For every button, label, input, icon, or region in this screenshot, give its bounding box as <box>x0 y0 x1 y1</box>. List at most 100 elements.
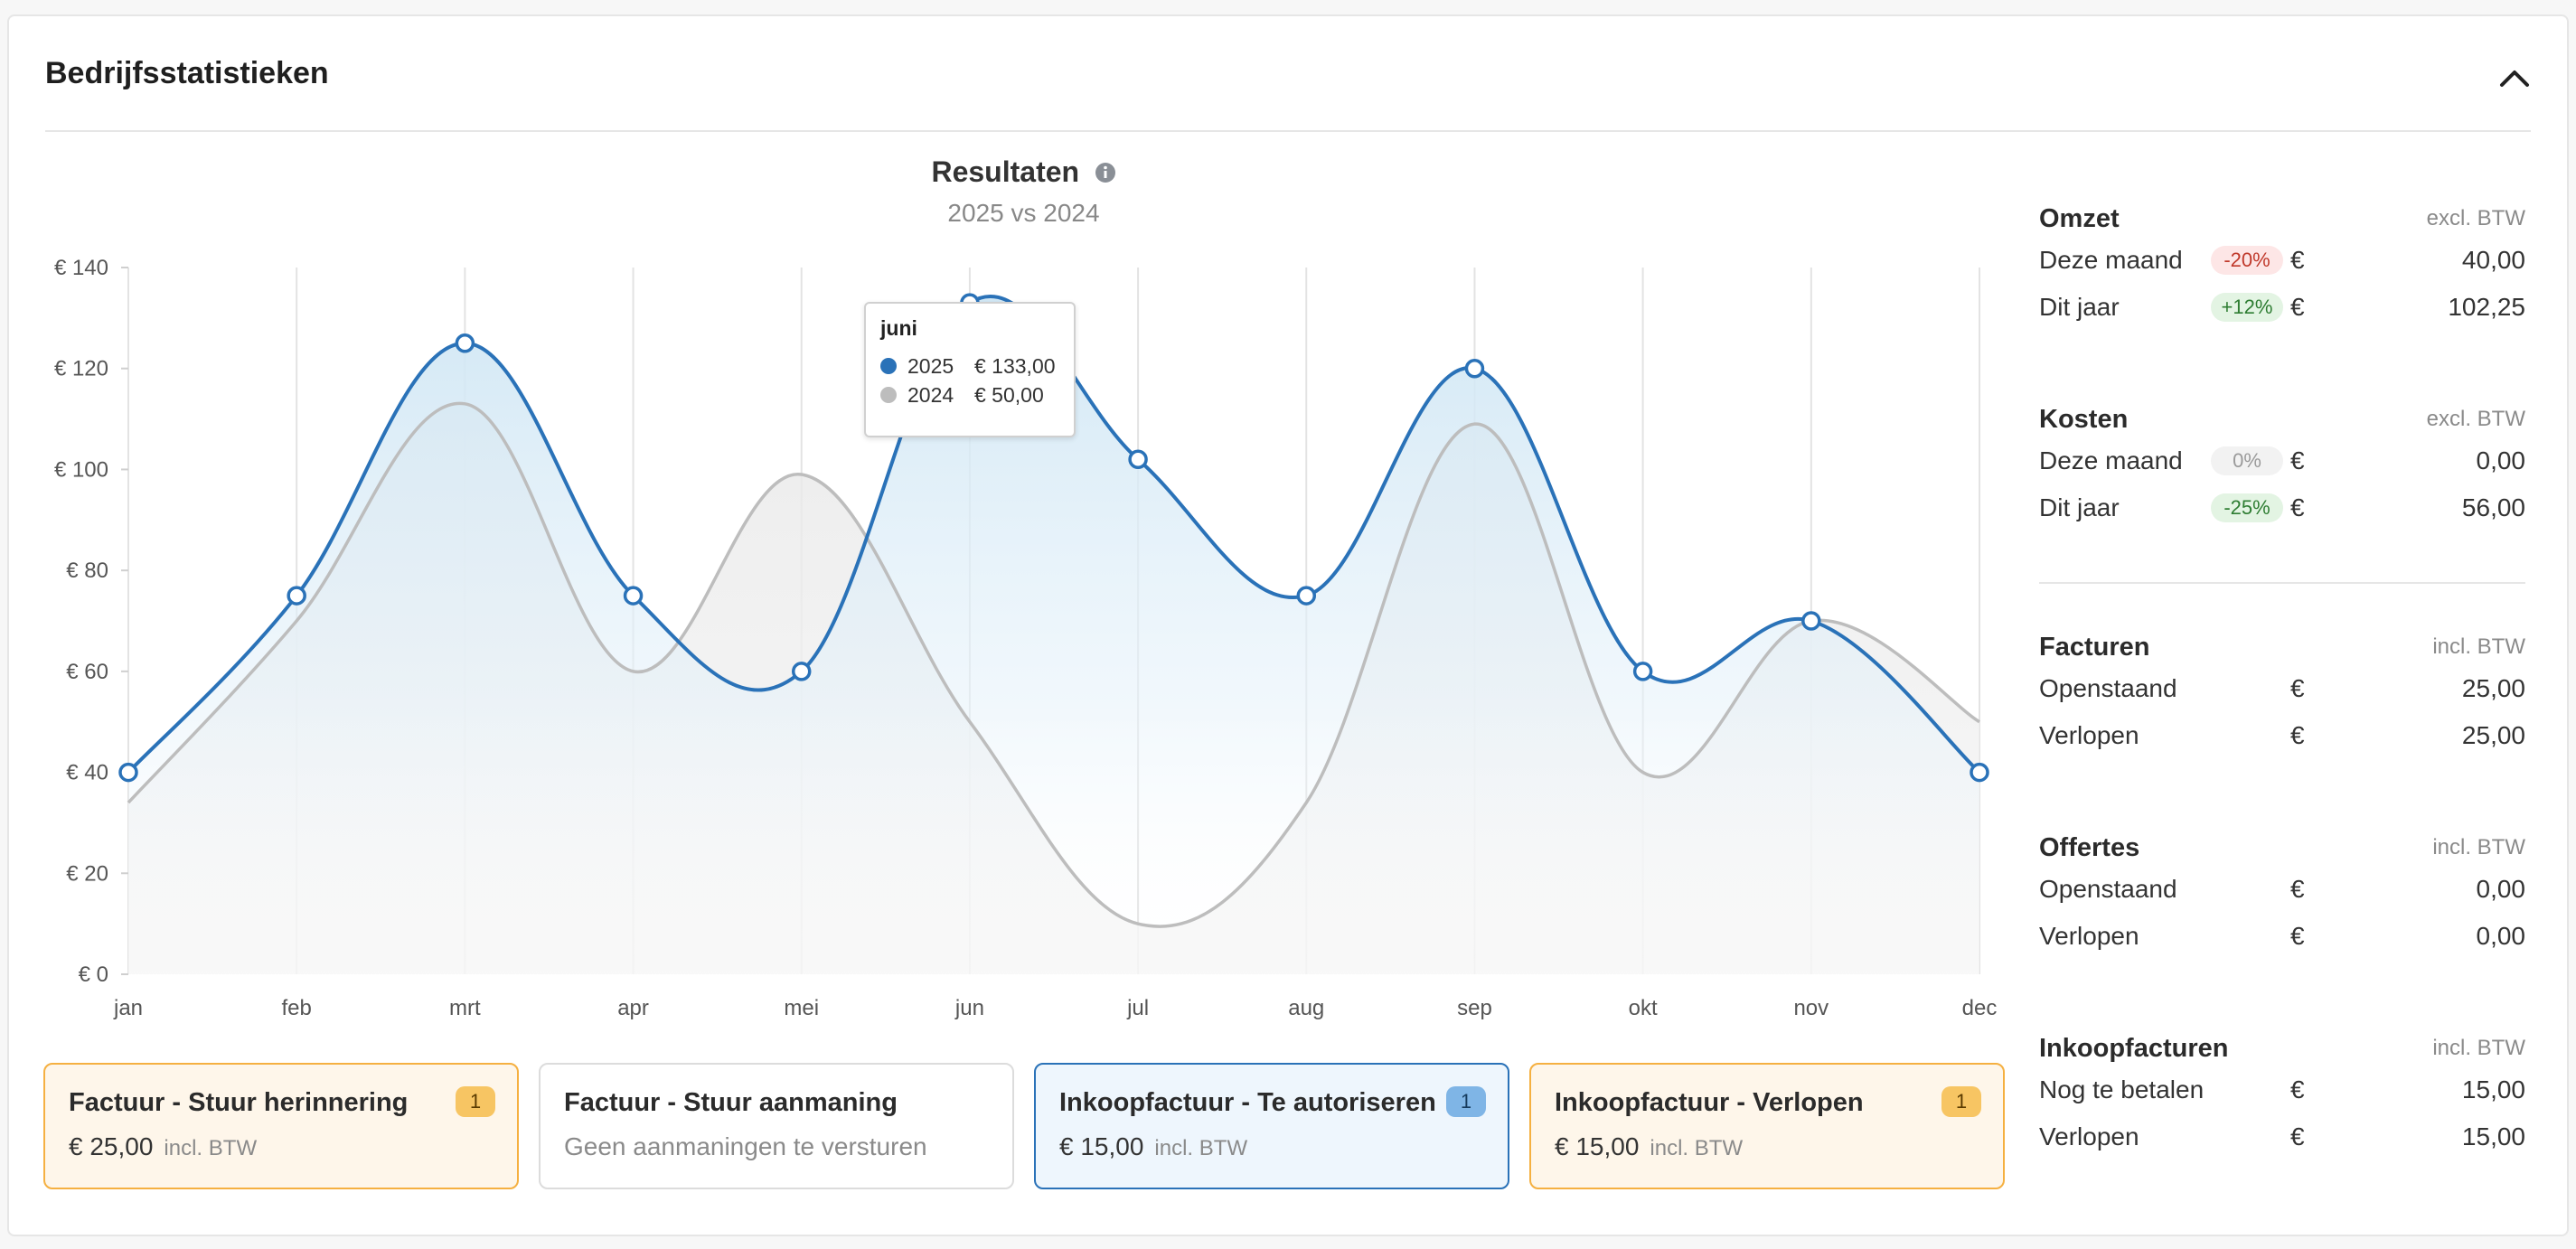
stat-value: 15,00 <box>2461 1075 2525 1103</box>
card-amount-row: € 15,00 incl. BTW <box>1059 1132 1484 1161</box>
stat-label: Deze maand <box>2039 246 2183 274</box>
stat-value: 102,25 <box>2448 293 2525 321</box>
count-badge: 1 <box>456 1086 495 1117</box>
currency-symbol: € <box>2290 875 2305 903</box>
data-point[interactable] <box>1801 611 1821 631</box>
tooltip-series: 2024 <box>907 382 954 407</box>
x-tick-label: nov <box>1793 996 1829 1020</box>
y-tick-label: € 100 <box>54 457 108 482</box>
data-point[interactable] <box>1970 762 1989 783</box>
card-text: Geen aanmaningen te versturen <box>564 1132 927 1160</box>
stat-note: excl. BTW <box>2426 407 2525 431</box>
stat-row: Nog te betalen € 15,00 <box>2039 1066 2525 1113</box>
series-line-2024 <box>127 401 1980 928</box>
currency-symbol: € <box>2290 493 2305 521</box>
stat-title: Omzet <box>2039 203 2120 233</box>
stat-section-inkoopfacturen: Inkoopfacturen incl. BTW Nog te betalen … <box>2039 1030 2525 1160</box>
data-point[interactable] <box>1464 358 1485 379</box>
stat-label: Dit jaar <box>2039 493 2120 521</box>
stat-value: 0,00 <box>2476 922 2526 950</box>
x-tick-label: apr <box>617 996 649 1020</box>
stat-section-facturen: Facturen incl. BTW Openstaand € 25,00 Ve… <box>2039 629 2525 759</box>
chart-title-row: Resultaten <box>0 155 2047 189</box>
collapse-button[interactable] <box>2491 60 2538 96</box>
chart-tooltip: juni 2025 € 133,00 2024 € 50,00 <box>864 302 1076 437</box>
stat-section-offertes: Offertes incl. BTW Openstaand € 0,00 Ver… <box>2039 830 2525 960</box>
y-tick-label: € 40 <box>66 761 108 785</box>
stat-row: Dit jaar -25% € 56,00 <box>2039 484 2525 531</box>
currency-symbol: € <box>2290 674 2305 702</box>
card-amount-row: € 15,00 incl. BTW <box>1555 1132 1979 1161</box>
stat-row: Deze maand -20% € 40,00 <box>2039 237 2525 284</box>
data-point[interactable] <box>791 662 812 681</box>
stat-value: 25,00 <box>2461 674 2525 702</box>
currency-symbol: € <box>2290 922 2305 950</box>
stat-note: incl. BTW <box>2432 835 2525 859</box>
stat-value: 0,00 <box>2476 446 2526 474</box>
x-tick-label: jul <box>1126 996 1149 1020</box>
card-amount: € 15,00 <box>1059 1132 1144 1160</box>
results-chart: jan feb mrt apr mei jun jul aug sep okt nov dec € 0 €… <box>54 256 1997 1020</box>
data-point[interactable] <box>287 586 306 606</box>
x-tick-label: feb <box>281 996 311 1020</box>
stat-label: Deze maand <box>2039 446 2183 474</box>
series-dot-icon <box>880 358 897 374</box>
change-badge: +12% <box>2211 293 2283 322</box>
card-send-reminder[interactable]: Factuur - Stuur herinnering € 25,00 incl.… <box>43 1063 519 1189</box>
card-authorize-purchase[interactable]: Inkoopfactuur - Te autoriseren € 15,00 in… <box>1034 1063 1509 1189</box>
x-tick-label: mei <box>784 996 819 1020</box>
y-tick-label: € 20 <box>66 861 108 886</box>
tooltip-row: 2024 € 50,00 <box>880 380 1059 409</box>
data-point[interactable] <box>118 762 138 783</box>
currency-symbol: € <box>2290 246 2305 274</box>
stat-value: 15,00 <box>2461 1122 2525 1150</box>
change-badge: 0% <box>2211 446 2283 475</box>
tooltip-series: 2025 <box>907 353 954 378</box>
card-title: Factuur - Stuur herinnering <box>69 1088 409 1117</box>
data-point[interactable] <box>1296 586 1317 606</box>
chevron-up-icon <box>2500 70 2529 87</box>
stat-value: 40,00 <box>2461 246 2525 274</box>
stat-label: Verlopen <box>2039 1122 2139 1150</box>
data-point[interactable] <box>455 333 475 353</box>
info-icon[interactable] <box>1095 162 1116 188</box>
tooltip-value: € 133,00 <box>974 353 1056 378</box>
stat-value: 0,00 <box>2476 875 2526 903</box>
y-tick-label: € 60 <box>66 660 108 684</box>
stat-row: Openstaand € 0,00 <box>2039 866 2525 913</box>
card-amount: € 15,00 <box>1555 1132 1640 1160</box>
tooltip-value: € 50,00 <box>974 382 1044 407</box>
header-divider <box>45 130 2531 132</box>
currency-symbol: € <box>2290 1122 2305 1150</box>
y-tick-label: € 140 <box>54 256 108 280</box>
currency-symbol: € <box>2290 1075 2305 1103</box>
card-title: Factuur - Stuur aanmaning <box>564 1088 898 1117</box>
stat-note: incl. BTW <box>2432 1036 2525 1060</box>
stat-section-omzet: Omzet excl. BTW Deze maand -20% € 40,00 … <box>2039 201 2525 331</box>
card-note: incl. BTW <box>1154 1136 1248 1160</box>
stat-row: Openstaand € 25,00 <box>2039 665 2525 712</box>
x-tick-label: mrt <box>449 996 481 1020</box>
stat-value: 56,00 <box>2461 493 2525 521</box>
x-tick-label: sep <box>1457 996 1492 1020</box>
count-badge: 1 <box>1941 1086 1981 1117</box>
series-dot-icon <box>880 387 897 403</box>
currency-symbol: € <box>2290 721 2305 749</box>
stat-title: Facturen <box>2039 632 2150 662</box>
card-amount: € 25,00 <box>69 1132 154 1160</box>
chart-title: Resultaten <box>931 155 1080 188</box>
stat-row: Verlopen € 0,00 <box>2039 913 2525 960</box>
x-tick-label: jun <box>954 996 984 1020</box>
data-point[interactable] <box>1128 449 1148 470</box>
card-send-dunning[interactable]: Factuur - Stuur aanmaning Geen aanmaning… <box>539 1063 1014 1189</box>
data-point[interactable] <box>623 586 644 606</box>
stat-row: Deze maand 0% € 0,00 <box>2039 437 2525 484</box>
change-badge: -25% <box>2211 493 2283 522</box>
card-overdue-purchase[interactable]: Inkoopfactuur - Verlopen € 15,00 incl. BT… <box>1529 1063 2005 1189</box>
stat-label: Openstaand <box>2039 875 2177 903</box>
tooltip-row: 2025 € 133,00 <box>880 352 1059 380</box>
x-tick-label: jan <box>113 996 143 1020</box>
stat-label: Openstaand <box>2039 674 2177 702</box>
tooltip-month: juni <box>880 316 917 340</box>
data-point[interactable] <box>1632 662 1653 681</box>
